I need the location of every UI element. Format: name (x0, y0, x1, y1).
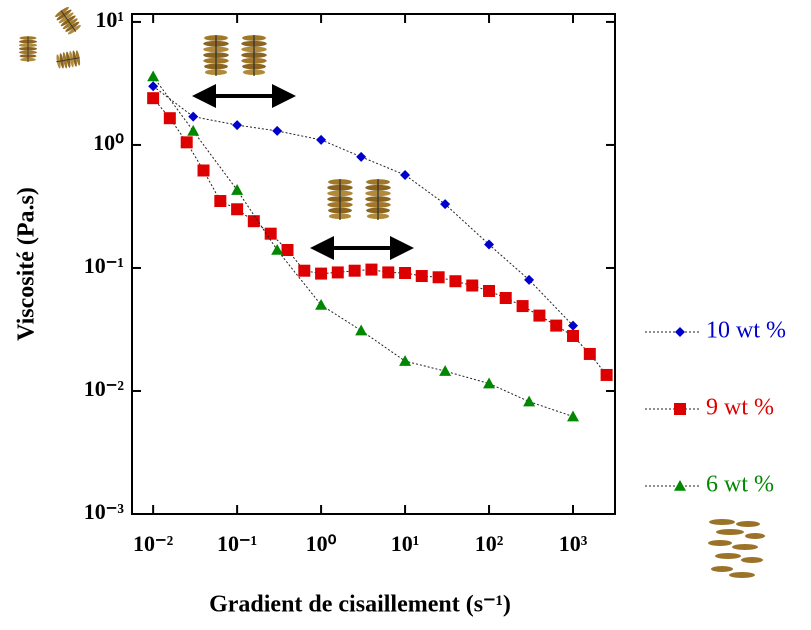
data-point (568, 320, 579, 331)
data-point (400, 169, 411, 180)
series-line (152, 97, 607, 376)
series-line (152, 85, 574, 326)
data-point (231, 203, 244, 216)
data-point (348, 264, 361, 277)
data-point (466, 279, 479, 292)
data-point (281, 243, 294, 256)
data-point (231, 184, 244, 195)
data-point (583, 347, 596, 360)
x-tick-label: 10² (475, 531, 504, 556)
data-point (163, 112, 176, 125)
data-point (147, 70, 160, 82)
data-point (188, 111, 199, 122)
data-point (524, 274, 535, 285)
y-axis-title: Viscosité (Pa.s) (14, 187, 40, 341)
data-point (550, 319, 563, 332)
data-point (315, 298, 328, 310)
x-tick-label: 10⁻² (133, 531, 174, 556)
y-tick-label: 10⁻² (84, 376, 125, 401)
data-point (180, 136, 193, 149)
plot-frame (131, 13, 616, 515)
data-point (415, 270, 428, 283)
data-point (432, 271, 445, 284)
data-point (567, 329, 580, 342)
data-point (356, 151, 367, 162)
data-point (331, 266, 344, 279)
x-axis-title: Gradient de cisaillement (s⁻¹) (209, 592, 511, 618)
data-point (264, 227, 277, 240)
data-point (148, 81, 159, 92)
legend-marker (674, 480, 686, 491)
data-point (315, 267, 328, 280)
x-tick-label: 10⁻¹ (217, 531, 257, 556)
x-tick-label: 10⁰ (306, 531, 337, 556)
y-tick-label: 10¹ (95, 7, 124, 32)
legend-marker (674, 403, 686, 415)
data-point (247, 215, 260, 228)
data-point (298, 264, 311, 277)
y-tick-label: 10⁰ (93, 130, 124, 155)
data-point (399, 267, 412, 280)
y-tick-label: 10⁻³ (84, 499, 125, 524)
data-point (533, 309, 546, 322)
legend-label: 9 wt % (706, 395, 774, 421)
legend-marker (675, 327, 685, 337)
legend-label: 6 wt % (706, 472, 774, 498)
data-point (365, 263, 378, 276)
data-point (316, 134, 327, 145)
x-tick-label: 10³ (559, 531, 588, 556)
data-point (484, 239, 495, 250)
legend-label: 10 wt % (706, 318, 786, 344)
data-point (567, 410, 580, 422)
data-point (197, 164, 210, 177)
data-point (382, 266, 395, 279)
data-point (214, 195, 227, 208)
x-tick-label: 10¹ (391, 531, 420, 556)
illustrations (18, 4, 765, 578)
data-point (355, 324, 368, 336)
data-point (483, 284, 496, 297)
data-point (272, 125, 283, 136)
data-point (147, 92, 160, 105)
data-point (516, 300, 529, 313)
data-point (271, 243, 284, 255)
data-point (440, 199, 451, 210)
data-point (232, 120, 243, 131)
data-point (449, 275, 462, 288)
series-line (152, 76, 574, 417)
data-point (399, 355, 412, 366)
y-tick-label: 10⁻¹ (84, 253, 124, 278)
data-point (483, 377, 496, 389)
data-point (439, 365, 452, 376)
data-point (499, 291, 512, 304)
data-point (523, 395, 536, 407)
data-point (187, 124, 200, 136)
data-point (600, 368, 613, 381)
